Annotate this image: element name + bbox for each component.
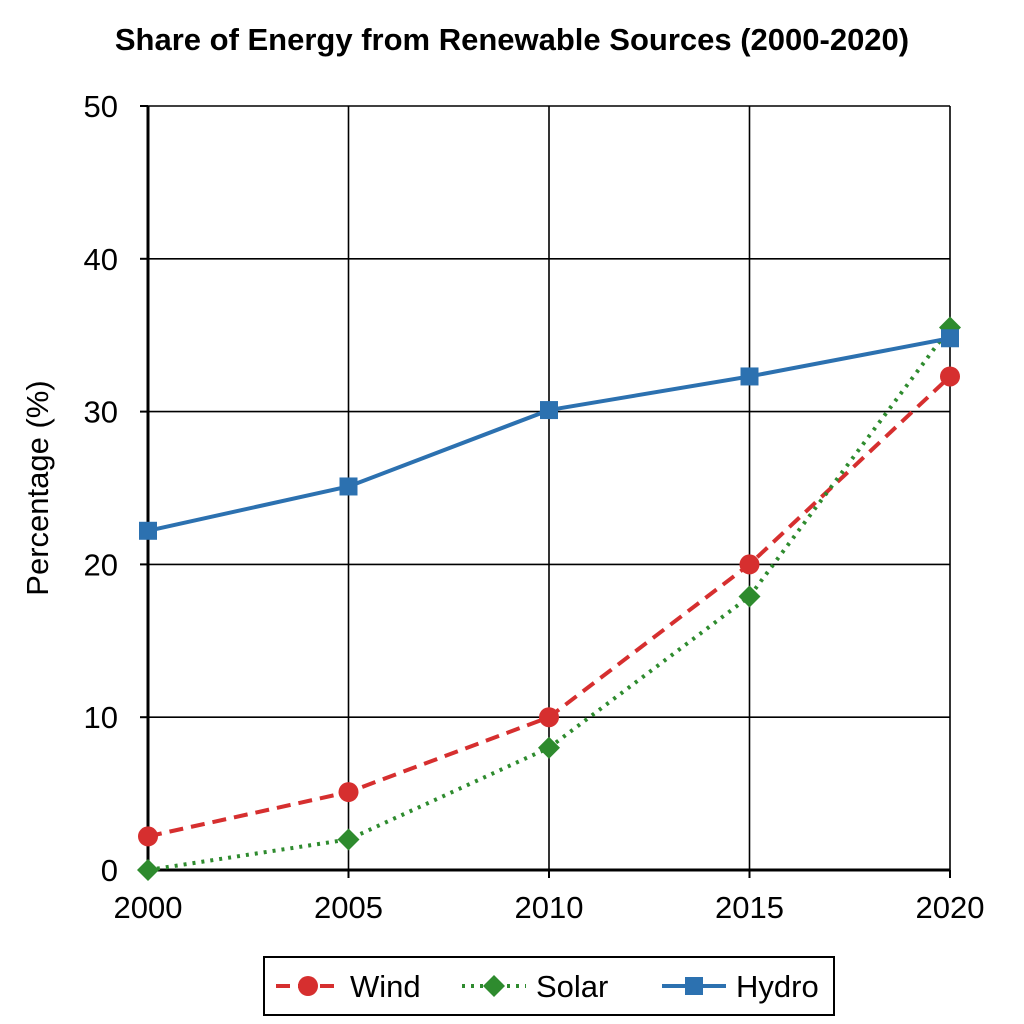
y-tick-label: 20 [84,547,118,582]
y-tick-label: 40 [84,242,118,277]
legend-label-hydro: Hydro [736,969,819,1004]
legend-label-solar: Solar [536,969,608,1004]
chart-title: Share of Energy from Renewable Sources (… [114,22,910,57]
x-tick-label: 2020 [916,890,985,925]
y-tick-label: 50 [84,89,118,124]
legend-marker-solar [483,975,505,997]
wind-point-2015 [739,554,760,575]
legend-entry-solar: Solar [462,969,608,1004]
y-axis-title: Percentage (%) [20,380,55,595]
series-wind [138,366,960,847]
hydro-point-2015 [740,367,759,386]
wind-point-2005 [338,782,359,803]
y-axis-title-group: Percentage (%) [20,380,55,595]
legend-marker-wind [298,976,318,996]
x-tick-label: 2015 [715,890,784,925]
solar-point-2000 [137,859,159,881]
legend-entry-hydro: Hydro [662,969,819,1004]
hydro-point-2005 [339,477,358,496]
series-layer [137,316,961,881]
tick-labels: 0 10 20 30 40 50 2000 2005 2010 2015 2020 [84,89,985,925]
legend-entry-wind: Wind [276,969,421,1004]
solar-point-2010 [538,736,560,759]
series-hydro [139,329,959,540]
legend-label-wind: Wind [350,969,421,1004]
legend: Wind Solar Hydro [263,956,835,1016]
hydro-point-2010 [540,401,558,420]
hydro-point-2020 [941,329,959,348]
wind-point-2020 [940,366,960,387]
solar-point-2005 [337,828,360,851]
x-tick-label: 2000 [114,890,183,925]
hydro-point-2000 [139,521,157,540]
y-tick-label: 30 [84,395,118,430]
wind-point-2000 [138,826,158,847]
solar-point-2015 [738,585,761,608]
wind-point-2010 [539,707,559,728]
x-tick-label: 2010 [515,890,584,925]
y-tick-label: 10 [84,700,118,735]
legend-box [263,956,835,1016]
legend-marker-hydro [685,977,703,995]
x-tick-label: 2005 [314,890,383,925]
y-tick-label: 0 [101,853,118,888]
